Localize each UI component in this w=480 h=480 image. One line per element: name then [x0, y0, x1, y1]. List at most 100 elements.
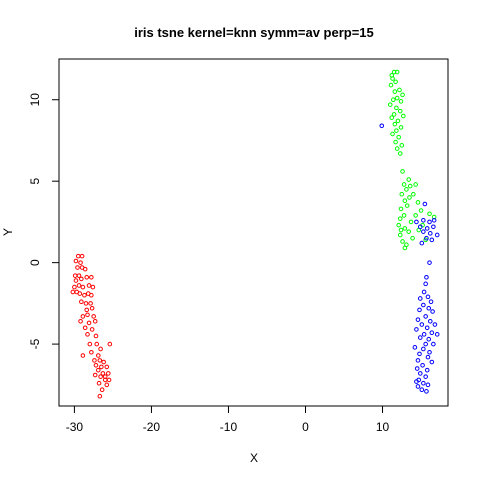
data-point — [390, 131, 395, 137]
data-point — [73, 278, 79, 283]
data-point — [402, 245, 408, 251]
x-tick-label: 0 — [302, 420, 309, 434]
data-point — [421, 346, 426, 352]
data-point — [97, 393, 103, 399]
data-point — [417, 335, 423, 340]
data-point — [76, 283, 82, 288]
data-point — [427, 231, 433, 236]
data-point — [379, 123, 385, 129]
data-point — [432, 322, 438, 327]
data-point — [398, 125, 404, 130]
data-point — [89, 275, 94, 280]
data-point — [106, 377, 112, 383]
data-point — [86, 320, 92, 326]
data-point — [426, 305, 432, 311]
data-point — [394, 146, 400, 151]
data-point — [77, 291, 83, 296]
data-point — [89, 327, 95, 332]
data-point — [394, 128, 399, 133]
data-point — [92, 358, 97, 363]
data-point — [97, 358, 103, 363]
data-point — [397, 232, 403, 238]
data-point — [92, 372, 98, 378]
data-point — [429, 237, 435, 243]
data-point — [424, 275, 429, 280]
data-point — [423, 374, 428, 379]
data-point — [402, 226, 408, 231]
data-point — [412, 345, 418, 350]
data-point — [400, 92, 405, 98]
data-point — [397, 151, 403, 156]
data-point — [86, 283, 92, 288]
data-point — [417, 351, 422, 357]
data-point — [91, 314, 96, 319]
data-point — [424, 389, 429, 394]
data-point — [393, 79, 398, 85]
y-tick-label: 0 — [28, 259, 42, 266]
data-point — [414, 379, 419, 384]
data-point — [104, 364, 110, 370]
data-point — [410, 235, 415, 241]
data-point — [75, 265, 80, 270]
data-point — [427, 318, 433, 324]
data-point — [79, 253, 85, 259]
data-point — [429, 359, 435, 365]
data-point — [418, 208, 424, 213]
data-point — [102, 374, 108, 379]
x-tick-label: -30 — [66, 420, 84, 434]
data-point — [399, 191, 405, 197]
data-point — [72, 273, 78, 278]
data-point — [78, 318, 83, 324]
data-point — [83, 301, 89, 306]
y-axis-label: Y — [1, 228, 15, 236]
data-point — [396, 134, 402, 140]
data-point — [387, 102, 393, 107]
data-point — [414, 366, 420, 371]
data-point — [401, 113, 406, 119]
data-point — [391, 97, 396, 103]
data-point — [401, 182, 407, 187]
data-point — [423, 281, 428, 287]
data-point — [404, 187, 409, 192]
data-point — [398, 206, 404, 212]
data-point — [105, 371, 111, 376]
data-point — [402, 198, 408, 204]
y-axis: -5 0 5 10 — [28, 93, 60, 349]
data-point — [427, 349, 432, 355]
data-point — [427, 219, 432, 225]
data-point — [93, 362, 99, 368]
data-point — [70, 289, 76, 295]
y-tick-label: 5 — [28, 178, 42, 185]
y-tick-label: -5 — [28, 338, 42, 349]
data-point — [407, 183, 413, 189]
data-point — [417, 224, 423, 230]
data-point — [428, 299, 434, 305]
data-point — [392, 89, 398, 94]
data-point — [76, 273, 82, 278]
data-point — [99, 364, 104, 370]
data-point — [425, 354, 431, 360]
data-point — [398, 99, 404, 104]
x-tick-label: -20 — [143, 420, 161, 434]
data-point — [98, 374, 103, 379]
data-point — [89, 349, 94, 355]
data-point — [426, 336, 432, 342]
data-point — [434, 232, 440, 238]
data-point — [408, 219, 414, 225]
data-point — [94, 341, 100, 347]
data-point — [84, 275, 90, 280]
data-point — [413, 213, 418, 218]
data-point — [401, 213, 407, 218]
data-point — [397, 108, 403, 114]
data-point — [88, 301, 93, 306]
data-point — [406, 229, 412, 234]
x-axis-label: X — [250, 451, 258, 465]
x-axis: -30 -20 -10 0 10 — [66, 405, 390, 434]
data-point — [90, 284, 96, 290]
data-point — [417, 296, 423, 301]
data-point — [394, 69, 400, 75]
data-point — [93, 333, 99, 339]
data-point — [80, 284, 86, 290]
data-point — [394, 95, 400, 101]
